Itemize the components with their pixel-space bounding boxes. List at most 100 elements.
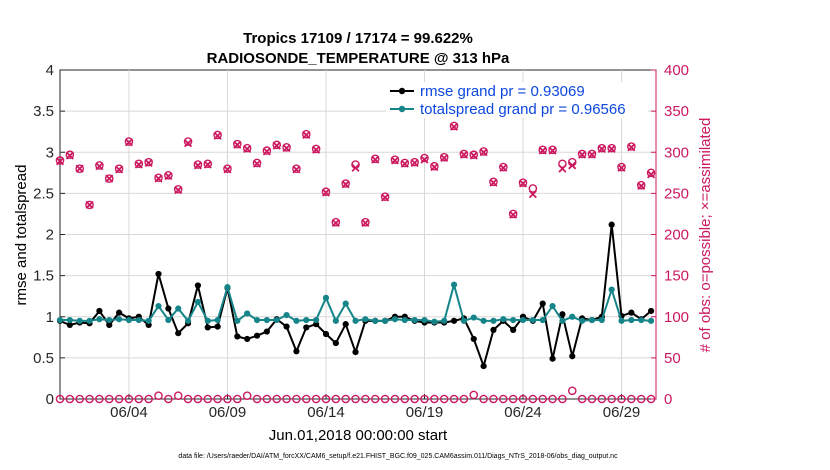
obs-possible-marker: [223, 394, 232, 404]
x-tick-label: 06/14: [307, 404, 345, 421]
obs-assimilated-stroke: [321, 188, 331, 197]
obs-assimilated-stroke: [292, 165, 301, 174]
x-tick-label: 06/19: [406, 404, 444, 421]
obs-assimilated-marker: [203, 160, 212, 169]
obs-possible-marker: [311, 144, 321, 154]
obs-assimilated-stroke: [95, 162, 104, 171]
totalspread-point: [204, 317, 211, 324]
obs-possible-marker: [154, 391, 163, 401]
obs-assimilated-marker: [331, 218, 340, 228]
totalspread-point: [519, 316, 527, 324]
obs-possible-marker: [55, 394, 65, 404]
rmse-point: [647, 307, 655, 315]
totalspread-point: [372, 317, 379, 324]
obs-assimilated-marker: [548, 146, 557, 155]
obs-possible-marker: [213, 130, 222, 140]
obs-assimilated-marker: [174, 186, 183, 195]
obs-possible-marker: [75, 394, 85, 404]
obs-possible-marker: [311, 394, 321, 404]
totalspread-point: [155, 302, 162, 310]
obs-assimilated-marker: [282, 144, 291, 153]
obs-possible-marker: [203, 394, 213, 404]
obs-assimilated-marker: [85, 200, 94, 209]
obs-possible-marker: [331, 394, 341, 404]
obs-possible-marker: [420, 153, 429, 163]
obs-possible-marker: [380, 394, 390, 404]
obs-assimilated-marker: [223, 165, 232, 174]
obs-assimilated-stroke: [509, 210, 518, 219]
obs-assimilated-marker: [115, 165, 124, 174]
totalspread-point: [293, 317, 300, 324]
obs-possible-marker: [439, 394, 449, 404]
totalspread-point: [194, 298, 202, 306]
obs-assimilated-stroke: [85, 200, 94, 209]
totalspread-point: [450, 281, 458, 288]
obs-assimilated-stroke: [184, 139, 193, 148]
obs-assimilated-marker: [193, 161, 202, 170]
obs-assimilated-stroke: [538, 146, 547, 155]
obs-assimilated-stroke: [282, 144, 291, 153]
obs-assimilated-marker: [351, 163, 360, 172]
rmse-point: [214, 323, 221, 330]
obs-possible-marker: [459, 149, 469, 159]
obs-assimilated-marker: [459, 150, 468, 159]
rmse-point: [244, 335, 251, 343]
obs-possible-marker: [164, 394, 173, 404]
obs-assimilated-marker: [55, 157, 65, 166]
rmse-point: [175, 330, 182, 337]
y-tick-label-right: 200: [664, 227, 689, 244]
totalspread-point: [184, 317, 192, 324]
rmse-point: [470, 335, 477, 343]
obs-possible-marker: [508, 209, 518, 219]
obs-assimilated-stroke: [528, 190, 537, 199]
totalspread-point: [253, 316, 261, 324]
obs-possible-marker: [400, 158, 410, 168]
totalspread-point: [106, 316, 113, 324]
obs-assimilated-marker: [184, 139, 193, 148]
obs-assimilated-marker: [450, 122, 459, 131]
obs-assimilated-marker: [518, 179, 528, 188]
obs-possible-marker: [173, 184, 183, 194]
obs-assimilated-marker: [578, 150, 587, 159]
chart-title: Tropics 17109 / 17174 = 99.622%: [243, 30, 473, 47]
obs-possible-marker: [400, 394, 410, 404]
obs-assimilated-marker: [607, 144, 616, 153]
obs-possible-marker: [518, 394, 528, 404]
obs-assimilated-stroke: [331, 218, 340, 228]
ticks-layer: 0 0.5 1 1.5 2 2.5 3 3.5 4 06/04 06/09 06/14 06/19 06/…: [33, 62, 689, 421]
obs-assimilated-stroke: [272, 141, 281, 150]
obs-assimilated-stroke: [312, 145, 321, 154]
y-tick-label-right: 150: [664, 268, 689, 285]
rmse-point: [490, 326, 497, 334]
totalspread-point: [322, 294, 330, 301]
y-tick-label-left: 2.5: [33, 185, 54, 202]
obs-assimilated-marker: [124, 138, 133, 147]
obs-possible-marker: [104, 394, 114, 404]
obs-possible-marker: [577, 149, 587, 159]
obs-possible-marker: [124, 137, 134, 146]
rmse-point: [253, 332, 261, 339]
obs-possible-marker: [459, 394, 469, 404]
obs-possible-marker: [499, 394, 508, 404]
y-tick-label-left: 0: [46, 391, 54, 408]
rmse-point: [106, 321, 113, 329]
obs-assimilated-stroke: [55, 157, 65, 166]
obs-assimilated-marker: [637, 181, 646, 191]
obs-possible-marker: [489, 177, 498, 187]
obs-assimilated-marker: [302, 130, 311, 140]
obs-assimilated-marker: [361, 218, 370, 228]
obs-possible-marker: [528, 184, 538, 193]
chart-subtitle: RADIOSONDE_TEMPERATURE @ 313 hPa: [207, 50, 510, 67]
obs-possible-marker: [272, 394, 282, 404]
obs-possible-marker: [154, 173, 163, 183]
obs-assimilated-stroke: [587, 150, 597, 159]
obs-assimilated-stroke: [243, 144, 252, 153]
obs-assimilated-marker: [400, 159, 409, 168]
obs-assimilated-marker: [489, 178, 498, 187]
obs-possible-marker: [508, 394, 518, 404]
obs-possible-marker: [351, 394, 360, 404]
obs-assimilated-marker: [390, 156, 399, 165]
obs-possible-marker: [430, 394, 439, 404]
legend-rmse-marker: [398, 87, 406, 95]
